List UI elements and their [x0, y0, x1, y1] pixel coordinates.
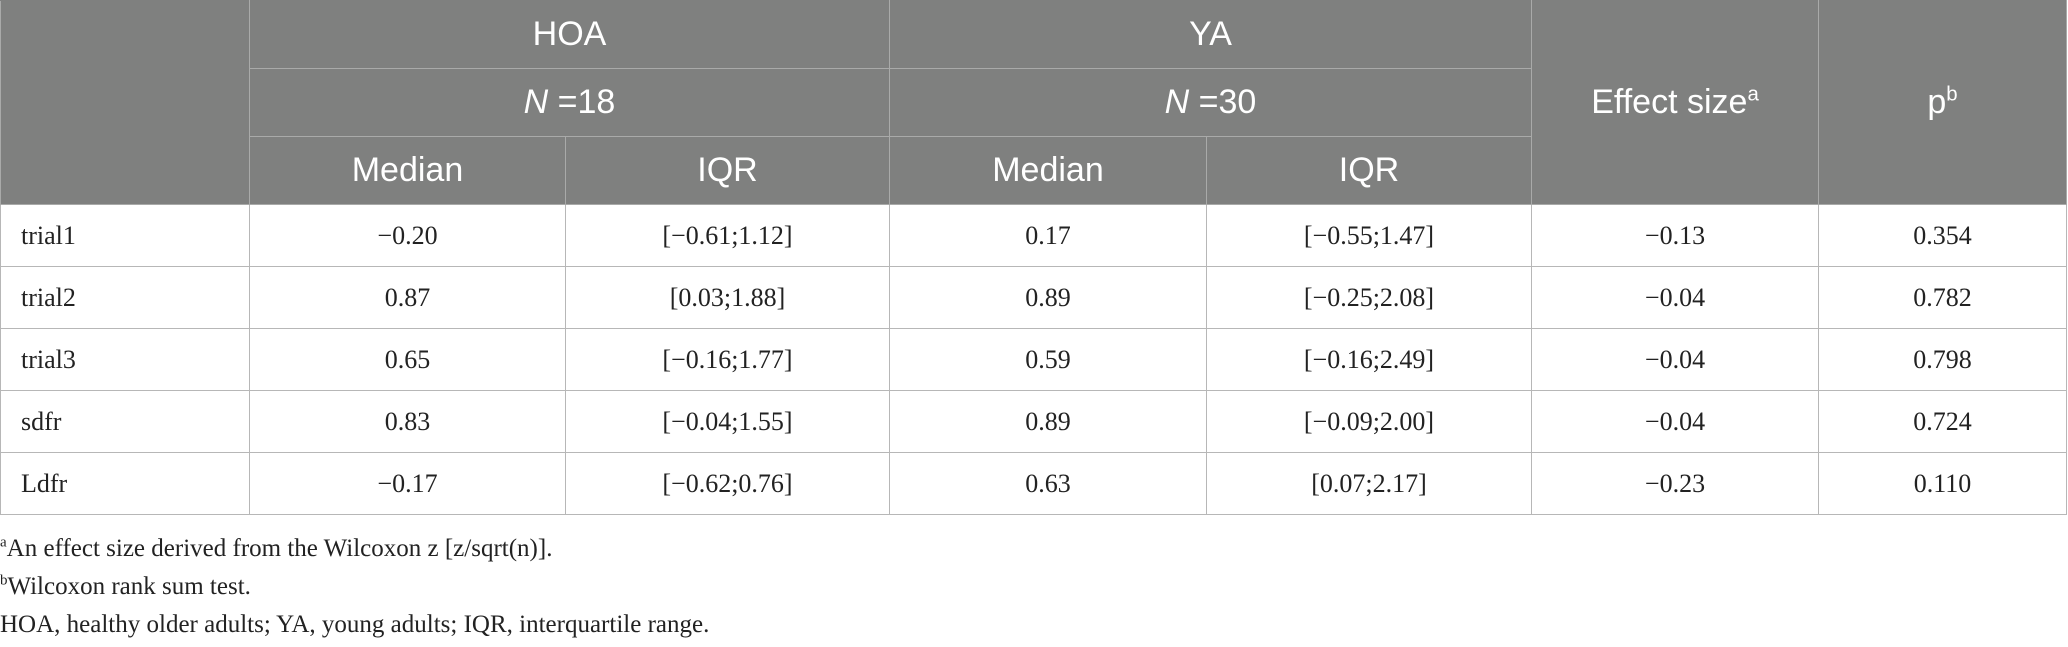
p-value-cell: 0.110	[1818, 452, 2067, 515]
ya-iqr-cell: [−0.55;1.47]	[1206, 204, 1532, 267]
n-symbol: N	[523, 83, 549, 121]
n-value: =30	[1198, 83, 1257, 121]
effect-size-label: Effect size	[1591, 83, 1748, 121]
header-group-hoa: HOA	[249, 0, 890, 69]
row-label: trial3	[0, 328, 250, 391]
ya-iqr-cell: [−0.09;2.00]	[1206, 390, 1532, 453]
p-value-cell: 0.354	[1818, 204, 2067, 267]
table-row: sdfr 0.83 [−0.04;1.55] 0.89 [−0.09;2.00]…	[0, 390, 2067, 453]
p-value-cell: 0.782	[1818, 266, 2067, 329]
footnote-mark: a	[0, 534, 7, 551]
row-label: sdfr	[0, 390, 250, 453]
ya-median-cell: 0.63	[889, 452, 1207, 515]
hoa-median-cell: 0.87	[249, 266, 566, 329]
table-row: Ldfr −0.17 [−0.62;0.76] 0.63 [0.07;2.17]…	[0, 452, 2067, 515]
ya-median-cell: 0.89	[889, 390, 1207, 453]
header-hoa-median: Median	[249, 136, 566, 205]
effect-size-cell: −0.13	[1531, 204, 1819, 267]
header-ya-iqr: IQR	[1206, 136, 1532, 205]
n-symbol: N	[1164, 83, 1190, 121]
footnote-b: bWilcoxon rank sum test.	[0, 568, 709, 606]
header-effect-size: Effect sizea	[1531, 0, 1819, 205]
footnote-mark: b	[0, 572, 8, 589]
hoa-iqr-cell: [−0.61;1.12]	[565, 204, 890, 267]
table-row: trial2 0.87 [0.03;1.88] 0.89 [−0.25;2.08…	[0, 266, 2067, 329]
n-value: =18	[557, 83, 616, 121]
table-row: trial3 0.65 [−0.16;1.77] 0.59 [−0.16;2.4…	[0, 328, 2067, 391]
hoa-median-cell: −0.17	[249, 452, 566, 515]
header-group-ya: YA	[889, 0, 1532, 69]
table-row: trial1 −0.20 [−0.61;1.12] 0.17 [−0.55;1.…	[0, 204, 2067, 267]
row-label: Ldfr	[0, 452, 250, 515]
ya-median-cell: 0.89	[889, 266, 1207, 329]
p-value-cell: 0.798	[1818, 328, 2067, 391]
results-table: HOA YA Effect sizea pb N =18 N =30 Media…	[0, 0, 2067, 515]
p-value-footnote-mark: b	[1946, 83, 1958, 106]
header-row-sub: Median IQR Median IQR	[1, 136, 2067, 205]
hoa-iqr-cell: [−0.04;1.55]	[565, 390, 890, 453]
header-n-ya: N =30	[889, 68, 1532, 137]
p-value-label: p	[1927, 83, 1947, 121]
effect-size-cell: −0.23	[1531, 452, 1819, 515]
header-hoa-iqr: IQR	[565, 136, 890, 205]
hoa-iqr-cell: [0.03;1.88]	[565, 266, 890, 329]
p-value-cell: 0.724	[1818, 390, 2067, 453]
table-footnotes: aAn effect size derived from the Wilcoxo…	[0, 530, 709, 644]
ya-iqr-cell: [0.07;2.17]	[1206, 452, 1532, 515]
ya-median-cell: 0.59	[889, 328, 1207, 391]
effect-size-cell: −0.04	[1531, 328, 1819, 391]
header-row-groups: HOA YA Effect sizea pb	[0, 0, 2067, 205]
header-n-hoa: N =18	[249, 68, 890, 137]
footnote-abbreviations: HOA, healthy older adults; YA, young adu…	[0, 606, 709, 644]
row-label: trial2	[0, 266, 250, 329]
header-empty-cell	[0, 0, 250, 205]
header-row-n: N =18 N =30	[1, 68, 2067, 137]
ya-iqr-cell: [−0.25;2.08]	[1206, 266, 1532, 329]
footnote-a: aAn effect size derived from the Wilcoxo…	[0, 530, 709, 568]
footnote-text: HOA, healthy older adults; YA, young adu…	[0, 611, 710, 638]
header-p-value: pb	[1818, 0, 2067, 205]
ya-iqr-cell: [−0.16;2.49]	[1206, 328, 1532, 391]
hoa-median-cell: −0.20	[249, 204, 566, 267]
row-label: trial1	[0, 204, 250, 267]
effect-size-footnote-mark: a	[1747, 83, 1759, 106]
footnote-text: An effect size derived from the Wilcoxon…	[6, 535, 553, 562]
effect-size-cell: −0.04	[1531, 266, 1819, 329]
ya-median-cell: 0.17	[889, 204, 1207, 267]
hoa-median-cell: 0.83	[249, 390, 566, 453]
hoa-iqr-cell: [−0.16;1.77]	[565, 328, 890, 391]
hoa-median-cell: 0.65	[249, 328, 566, 391]
effect-size-cell: −0.04	[1531, 390, 1819, 453]
hoa-iqr-cell: [−0.62;0.76]	[565, 452, 890, 515]
footnote-text: Wilcoxon rank sum test.	[7, 573, 251, 600]
header-ya-median: Median	[889, 136, 1207, 205]
